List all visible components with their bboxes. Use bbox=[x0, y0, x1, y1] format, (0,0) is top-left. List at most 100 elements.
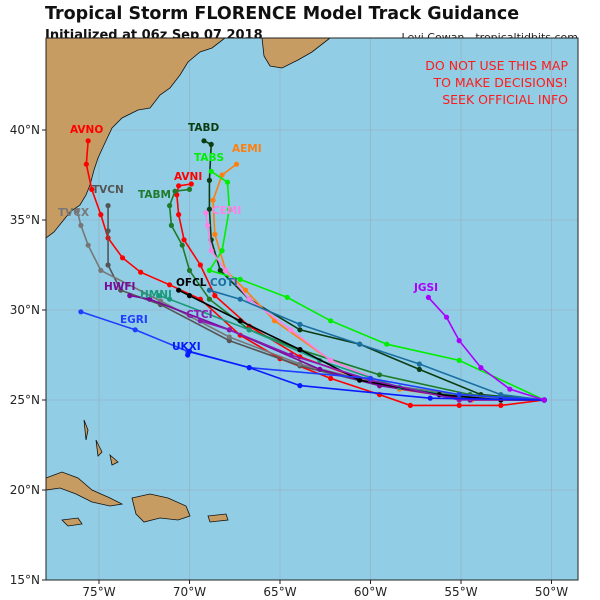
warning-line: DO NOT USE THIS MAP bbox=[425, 58, 568, 73]
track-label: HWFI bbox=[104, 281, 135, 293]
map-title: Tropical Storm FLORENCE Model Track Guid… bbox=[45, 4, 520, 24]
lon-tick-label: 70°W bbox=[173, 585, 206, 599]
axis-ticks: 75°W 70°W 65°W 60°W 55°W 50°W 40°N 35°N 30°N 25°N… bbox=[10, 123, 568, 599]
track-point bbox=[219, 248, 225, 254]
track-point bbox=[89, 186, 95, 192]
track-point bbox=[206, 296, 213, 302]
track-point bbox=[416, 366, 422, 372]
track-point bbox=[456, 338, 462, 344]
track-point bbox=[243, 287, 249, 293]
us-east-coast bbox=[45, 37, 227, 239]
map-frame bbox=[45, 37, 579, 581]
track-point bbox=[237, 318, 243, 324]
lat-tick-label: 20°N bbox=[10, 483, 40, 497]
track-point bbox=[206, 267, 213, 273]
track-label: JGSI bbox=[413, 282, 438, 294]
track-point bbox=[297, 347, 303, 353]
track-point bbox=[197, 262, 203, 268]
track-point bbox=[233, 161, 240, 167]
track-point bbox=[147, 296, 153, 302]
track-point bbox=[168, 222, 174, 228]
track-point bbox=[166, 296, 173, 302]
track-point bbox=[226, 206, 232, 212]
track-point bbox=[186, 293, 193, 299]
track-point bbox=[376, 372, 383, 378]
track-point bbox=[288, 327, 294, 333]
lat-tick-label: 35°N bbox=[10, 213, 40, 227]
track-point bbox=[226, 334, 232, 340]
track-tabs[interactable] bbox=[206, 168, 547, 403]
track-point bbox=[208, 141, 214, 147]
track-label: CEMI bbox=[212, 205, 241, 217]
lat-tick-label: 40°N bbox=[10, 123, 40, 137]
track-point bbox=[456, 357, 462, 363]
track-point bbox=[284, 294, 290, 300]
track-point bbox=[78, 222, 84, 228]
track-point bbox=[237, 276, 243, 282]
lat-tick-label: 25°N bbox=[10, 393, 40, 407]
track-point bbox=[357, 341, 363, 347]
track-point bbox=[127, 293, 133, 299]
track-point bbox=[427, 395, 433, 401]
track-point bbox=[172, 188, 178, 194]
land bbox=[45, 37, 332, 527]
track-point bbox=[206, 287, 213, 293]
warning-line: SEEK OFFICIAL INFO bbox=[442, 92, 568, 107]
track-point bbox=[297, 321, 303, 327]
track-point bbox=[179, 242, 185, 248]
track-label: UKXI bbox=[172, 341, 201, 353]
track-point bbox=[456, 392, 462, 398]
track-point bbox=[166, 203, 173, 209]
cuba bbox=[45, 471, 124, 507]
track-point bbox=[176, 287, 182, 293]
track-label: TABD bbox=[188, 122, 219, 134]
warning-line: TO MAKE DECISIONS! bbox=[432, 75, 568, 90]
track-point bbox=[119, 255, 126, 261]
track-point bbox=[425, 294, 432, 300]
track-point bbox=[541, 397, 547, 403]
nova-scotia bbox=[261, 37, 332, 69]
track-point bbox=[297, 361, 303, 367]
lon-tick-label: 60°W bbox=[354, 585, 387, 599]
track-point bbox=[181, 237, 187, 243]
track-point bbox=[328, 375, 334, 381]
track-point bbox=[105, 228, 111, 234]
track-point bbox=[85, 242, 91, 248]
track-point bbox=[384, 341, 390, 347]
track-label: TABM bbox=[138, 189, 171, 201]
track-point bbox=[118, 287, 124, 293]
track-point bbox=[407, 402, 413, 408]
track-point bbox=[206, 177, 213, 183]
track-point bbox=[186, 186, 193, 192]
track-point bbox=[176, 212, 182, 218]
track-point bbox=[328, 357, 334, 363]
track-point bbox=[456, 402, 462, 408]
disclaimer: DO NOT USE THIS MAP TO MAKE DECISIONS! S… bbox=[425, 58, 568, 107]
track-point bbox=[237, 296, 243, 302]
track-point bbox=[246, 327, 252, 333]
track-point bbox=[166, 282, 173, 288]
track-point bbox=[297, 327, 303, 333]
ocean bbox=[46, 38, 578, 580]
track-point bbox=[197, 318, 203, 324]
track-point bbox=[210, 197, 216, 203]
track-label: AVNO bbox=[70, 124, 103, 136]
track-point bbox=[478, 365, 484, 371]
track-point bbox=[78, 309, 84, 315]
track-point bbox=[206, 206, 213, 212]
track-point bbox=[74, 208, 80, 214]
track-label: OFCL bbox=[176, 277, 207, 289]
track-point bbox=[217, 267, 223, 273]
track-point bbox=[186, 267, 193, 273]
track-point bbox=[357, 377, 363, 383]
track-label: AEMI bbox=[232, 143, 262, 155]
lon-tick-label: 50°W bbox=[535, 585, 568, 599]
track-label: AVNI bbox=[174, 171, 202, 183]
puerto-rico bbox=[207, 513, 229, 523]
track-point bbox=[83, 161, 89, 167]
lon-tick-label: 75°W bbox=[82, 585, 115, 599]
track-jgsi[interactable] bbox=[425, 294, 547, 403]
